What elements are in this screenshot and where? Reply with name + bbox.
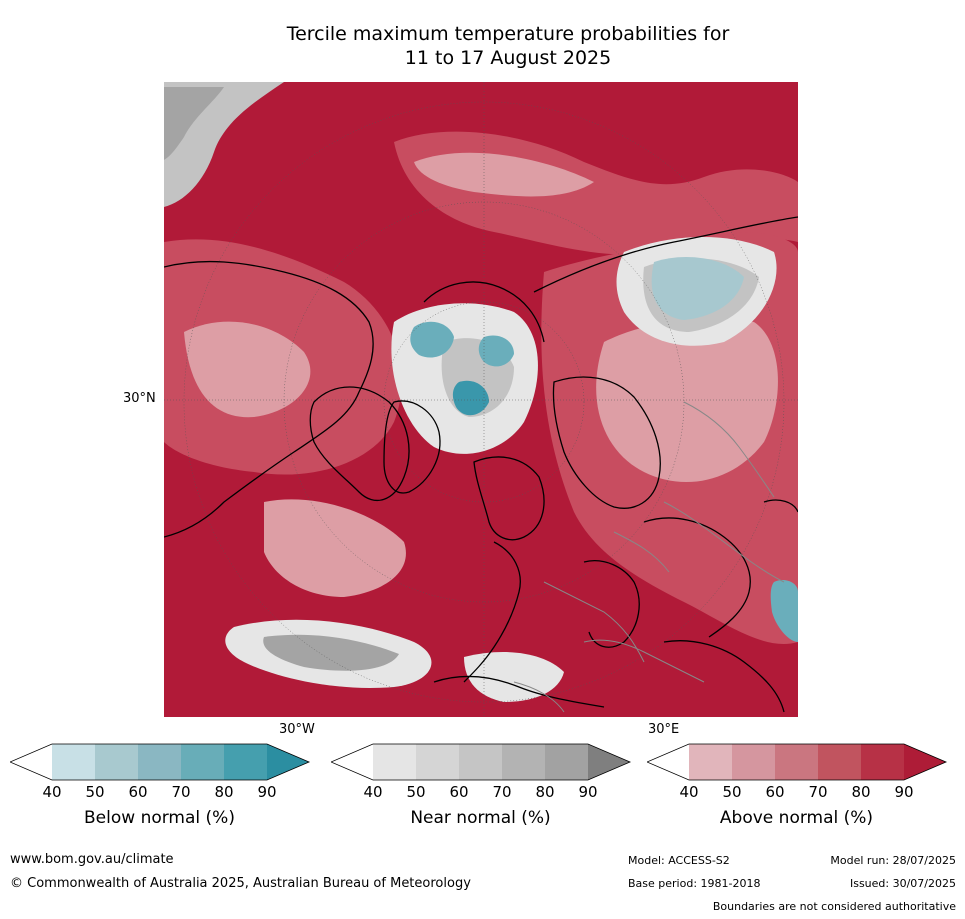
below-colorbar-tick-label: 50 [85,783,105,801]
below-normal-region-east-edge [770,580,798,642]
above-colorbar-tick-label: 90 [894,783,914,801]
above-colorbar-low-arrow [647,744,689,780]
below-colorbar [10,743,311,781]
near-colorbar-tick-label: 80 [535,783,555,801]
near-colorbar-high-arrow [588,744,630,780]
below-normal-region-ne [651,257,744,320]
country-borders [513,401,785,713]
below-colorbar-high-arrow [267,744,309,780]
near-colorbar-tick-label: 40 [363,783,383,801]
near-colorbar-outline [331,743,632,781]
near-normal-region-nw-core [164,87,224,160]
disclaimer-text: Boundaries are not considered authoritat… [712,900,956,913]
probability-map [164,82,798,717]
coastlines [164,216,798,713]
map-canvas [164,82,798,717]
near-colorbar-segment [416,744,459,780]
above-normal-region-east-light [596,318,778,482]
below-colorbar-low-arrow [10,744,52,780]
below-normal-region-arctic-west [410,321,454,358]
longitude-label-east: 30°E [648,722,680,737]
base-period-text: Base period: 1981-2018 [628,877,761,890]
below-colorbar-segment [181,744,224,780]
above-colorbar-high-arrow [904,744,946,780]
above-normal-region-north-light [414,152,594,197]
above-colorbar-segment [775,744,818,780]
near-normal-region-mediterranean [464,652,564,702]
above-colorbar-tick-label: 70 [808,783,828,801]
title-line-2: 11 to 17 August 2025 [404,47,612,69]
below-colorbar-tick-label: 60 [128,783,148,801]
latitude-label: 30°N [123,391,156,406]
near-colorbar-segment [502,744,545,780]
below-colorbar-title: Below normal (%) [84,808,235,828]
above-colorbar-segment [732,744,775,780]
above-normal-region-southwest [264,499,406,597]
below-normal-region-arctic-east [478,335,514,367]
model-run-text: Model run: 28/07/2025 [830,854,956,867]
near-colorbar-tick-label: 60 [449,783,469,801]
above-colorbar-title: Above normal (%) [719,808,874,828]
above-colorbar-segment [861,744,904,780]
longitude-label-west: 30°W [279,722,315,737]
issued-text: Issued: 30/07/2025 [849,877,956,890]
website-link[interactable]: www.bom.gov.au/climate [10,852,174,867]
near-colorbar-tick-label: 70 [492,783,512,801]
below-colorbar-segment [138,744,181,780]
below-normal-region-arctic-south [452,380,489,416]
near-colorbar-segment [373,744,416,780]
model-text: Model: ACCESS-S2 [628,854,730,867]
near-colorbar-tick-label: 90 [578,783,598,801]
near-normal-region-south-core [263,634,399,671]
above-colorbar-tick-label: 40 [679,783,699,801]
near-colorbar-segment [459,744,502,780]
below-colorbar-segment [52,744,95,780]
below-colorbar-segment [224,744,267,780]
above-colorbar-segment [818,744,861,780]
chart-title: Tercile maximum temperature probabilitie… [0,22,965,70]
above-colorbar-segment [689,744,732,780]
below-colorbar-outline [10,743,311,781]
title-line-1: Tercile maximum temperature probabilitie… [286,23,730,45]
above-colorbar-tick-label: 80 [851,783,871,801]
near-colorbar-low-arrow [331,744,373,780]
near-colorbar-tick-label: 50 [406,783,426,801]
above-colorbar-tick-label: 50 [722,783,742,801]
near-colorbar [331,743,632,781]
below-colorbar-tick-label: 80 [214,783,234,801]
near-colorbar-segment [545,744,588,780]
above-colorbar-tick-label: 60 [765,783,785,801]
near-colorbar-title: Near normal (%) [410,808,551,828]
above-colorbar-outline [647,743,948,781]
above-colorbar [647,743,948,781]
below-colorbar-tick-label: 90 [257,783,277,801]
below-colorbar-tick-label: 40 [42,783,62,801]
above-normal-region-west-light [184,321,311,418]
below-colorbar-segment [95,744,138,780]
copyright-text: © Commonwealth of Australia 2025, Austra… [10,876,471,891]
below-colorbar-tick-label: 70 [171,783,191,801]
